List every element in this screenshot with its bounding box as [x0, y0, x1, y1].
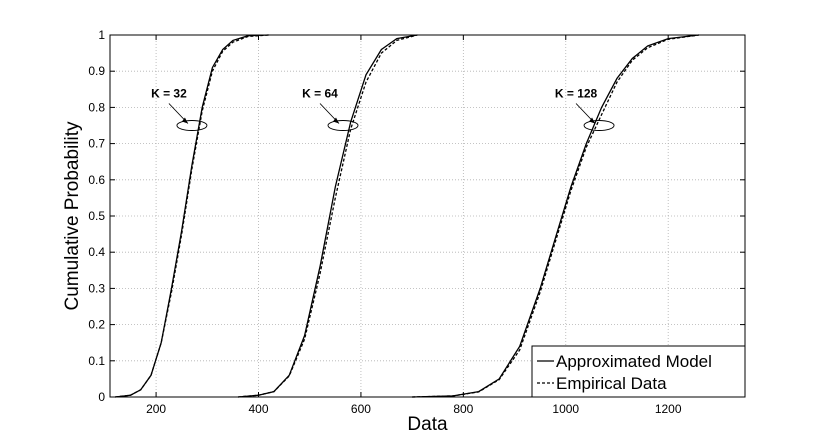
annotation-arrowhead: [181, 117, 188, 124]
x-axis-label: Data: [407, 414, 448, 435]
y-tick-label: 0.8: [88, 100, 105, 114]
y-tick-label: 0.1: [88, 354, 105, 368]
x-tick-label: 600: [351, 402, 371, 416]
annotation-ellipse: [327, 120, 359, 131]
y-tick-label: 0.3: [88, 281, 105, 295]
x-tick-label: 1200: [655, 402, 682, 416]
annotations: K = 32 K = 64 K = 128: [151, 87, 615, 131]
legend-label-approximated-model: Approximated Model: [556, 352, 712, 371]
y-tick-label: 0.5: [88, 209, 105, 223]
legend-box: [531, 345, 746, 398]
y-tick-label: 0.6: [88, 173, 105, 187]
annotation-arrowhead: [333, 117, 340, 124]
x-tick-label: 800: [453, 402, 473, 416]
y-tick-label: 1: [98, 28, 105, 42]
series-line-approximated-model: [237, 34, 418, 398]
y-tick-label: 0: [98, 390, 105, 404]
y-tick-label: 0.2: [88, 318, 105, 332]
annotation-ellipse: [176, 120, 208, 131]
series-lines: [115, 34, 699, 398]
annotation-ellipse: [583, 120, 615, 131]
series-line-empirical-data: [115, 34, 269, 398]
legend-label-empirical-data: Empirical Data: [556, 374, 667, 393]
legend: Approximated Model Empirical Data: [531, 345, 746, 398]
plot-frame: [109, 34, 746, 398]
y-tick-label: 0.9: [88, 64, 105, 78]
grid: [110, 34, 745, 398]
series-line-empirical-data: [412, 34, 699, 398]
annotation-arrowhead: [589, 117, 596, 124]
annotation-label: K = 32: [151, 87, 187, 101]
axes: 200 400 600 800 1000 1200 0 0.1 0.2 0.3 0.4 0.5 0.6 0…: [88, 28, 745, 416]
x-tick-label: 200: [146, 402, 166, 416]
annotation-label: K = 128: [555, 87, 598, 101]
y-axis-label: Cumulative Probability: [62, 121, 83, 311]
y-tick-label: 0.7: [88, 137, 105, 151]
y-tick-label: 0.4: [88, 245, 105, 259]
annotation-label: K = 64: [302, 87, 338, 101]
x-tick-label: 400: [248, 402, 268, 416]
x-tick-label: 1000: [552, 402, 579, 416]
